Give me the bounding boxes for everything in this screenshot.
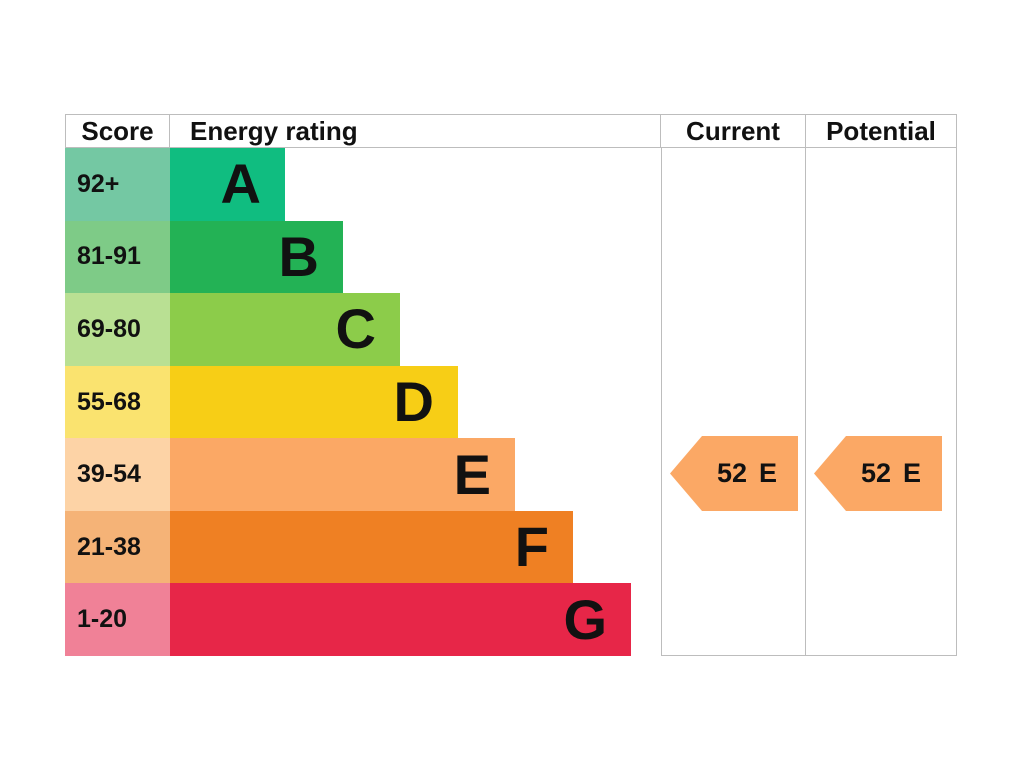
rating-row-a: 92+ A: [65, 148, 957, 221]
score-range-c: 69-80: [65, 293, 170, 366]
rating-row-f: 21-38 F: [65, 510, 957, 584]
current-column: 52 E: [661, 148, 806, 656]
score-range-b: 81-91: [65, 220, 170, 294]
rating-rows: 92+ A 81-91 B 69-80 C 55-68 D 39-54 E 21…: [65, 148, 957, 657]
header-current: Current: [661, 115, 806, 147]
rating-row-e: 39-54 E: [65, 438, 957, 511]
current-rating-letter: E: [759, 458, 778, 488]
potential-column: 52 E: [806, 148, 957, 656]
score-range-a: 92+: [65, 148, 170, 221]
band-bar-d: D: [170, 365, 458, 439]
rating-row-d: 55-68 D: [65, 365, 957, 439]
header-energy-rating: Energy rating: [170, 115, 661, 147]
band-bar-c: C: [170, 293, 400, 366]
band-bar-g: G: [170, 583, 631, 657]
current-score-value: 52: [716, 458, 748, 488]
header-potential: Potential: [806, 115, 957, 147]
band-bar-a: A: [170, 148, 285, 221]
rating-row-b: 81-91 B: [65, 220, 957, 294]
current-rating-arrow: 52 E: [670, 436, 798, 511]
rating-row-g: 1-20 G: [65, 583, 957, 657]
score-range-f: 21-38: [65, 510, 170, 584]
potential-rating-letter: E: [903, 458, 922, 488]
potential-score-value: 52: [860, 458, 892, 488]
header-score: Score: [65, 115, 170, 147]
score-range-d: 55-68: [65, 365, 170, 439]
band-bar-f: F: [170, 510, 573, 584]
table-header-row: Score Energy rating Current Potential: [65, 114, 957, 148]
band-bar-b: B: [170, 220, 343, 294]
band-bar-e: E: [170, 438, 515, 511]
score-range-g: 1-20: [65, 583, 170, 657]
epc-table: Score Energy rating Current Potential 92…: [65, 114, 957, 657]
potential-rating-arrow: 52 E: [814, 436, 942, 511]
rating-row-c: 69-80 C: [65, 293, 957, 366]
score-range-e: 39-54: [65, 438, 170, 511]
